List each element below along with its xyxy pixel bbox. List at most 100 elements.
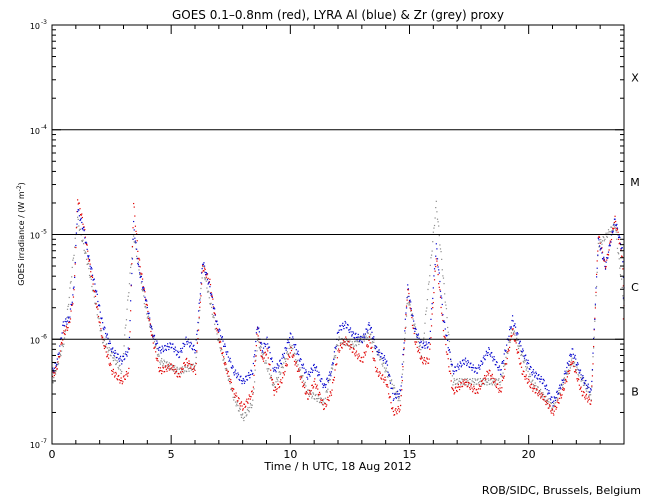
data-point: [596, 267, 598, 269]
data-point: [495, 364, 497, 366]
data-point: [348, 329, 350, 331]
data-point: [62, 345, 64, 348]
data-point: [129, 320, 131, 322]
data-point: [64, 320, 66, 323]
data-point: [594, 305, 596, 307]
data-point: [251, 404, 253, 406]
data-point: [591, 385, 593, 387]
data-point: [423, 337, 425, 339]
data-point: [223, 356, 225, 358]
data-point: [371, 346, 373, 348]
data-point: [451, 364, 453, 366]
data-point: [215, 327, 218, 330]
data-point: [405, 315, 408, 317]
data-point: [62, 339, 64, 341]
data-point: [116, 356, 118, 359]
data-point: [357, 341, 359, 343]
data-point: [587, 385, 589, 387]
data-point: [162, 364, 164, 367]
data-point: [242, 413, 244, 415]
data-point: [392, 387, 395, 389]
data-point: [464, 384, 466, 386]
data-point: [193, 366, 196, 368]
data-point: [592, 363, 594, 365]
data-point: [463, 362, 465, 365]
data-point: [395, 394, 397, 396]
data-point: [103, 329, 105, 331]
data-point: [598, 245, 601, 247]
data-point: [299, 378, 302, 380]
data-point: [404, 332, 406, 334]
data-point: [288, 347, 290, 350]
data-point: [187, 365, 189, 367]
data-point: [519, 345, 521, 347]
data-point: [395, 411, 397, 413]
data-point: [615, 229, 617, 231]
data-point: [495, 386, 498, 389]
data-point: [485, 378, 487, 380]
data-point: [203, 277, 206, 279]
data-point: [121, 360, 123, 362]
data-point: [373, 359, 375, 361]
data-point: [233, 374, 235, 376]
data-point: [300, 358, 302, 361]
data-point: [432, 306, 434, 309]
data-point: [276, 388, 278, 390]
data-point: [376, 346, 378, 348]
data-point: [161, 361, 163, 363]
data-point: [369, 342, 371, 344]
y-tick-label: 10: [30, 127, 40, 136]
data-point: [98, 318, 100, 320]
data-point: [203, 262, 205, 264]
data-point: [447, 347, 449, 349]
data-point: [128, 283, 131, 285]
data-point: [343, 324, 346, 326]
data-point: [550, 399, 552, 401]
data-point: [207, 277, 209, 280]
data-point: [553, 410, 555, 412]
data-point: [222, 340, 224, 342]
data-point: [239, 405, 241, 407]
data-point: [595, 291, 597, 293]
data-point: [150, 330, 152, 333]
data-point: [458, 380, 460, 382]
data-point: [395, 396, 397, 399]
data-point: [467, 359, 469, 362]
data-point: [429, 337, 431, 340]
data-point: [214, 323, 216, 325]
data-point: [147, 317, 150, 320]
data-point: [422, 347, 424, 349]
data-point: [177, 350, 179, 352]
data-point: [324, 386, 327, 388]
data-point: [575, 363, 577, 366]
data-point: [217, 329, 219, 331]
data-point: [479, 385, 481, 387]
data-point: [474, 378, 476, 380]
data-point: [125, 354, 128, 356]
data-point: [330, 394, 333, 396]
data-point: [454, 392, 456, 394]
data-point: [370, 327, 372, 329]
data-point: [246, 401, 249, 403]
data-point: [149, 323, 151, 325]
data-point: [65, 321, 67, 323]
data-point: [563, 388, 566, 390]
data-point: [99, 322, 101, 324]
data-point: [272, 367, 274, 369]
data-point: [585, 379, 587, 382]
data-point: [238, 410, 240, 412]
data-point: [538, 378, 540, 380]
data-point: [275, 371, 277, 373]
data-point: [616, 238, 618, 240]
data-point: [368, 339, 370, 341]
data-point: [420, 348, 422, 351]
data-point: [470, 385, 472, 387]
data-point: [375, 371, 377, 373]
data-point: [413, 327, 415, 330]
data-point: [609, 240, 611, 242]
data-point: [278, 387, 280, 389]
data-point: [580, 380, 582, 382]
data-point: [499, 384, 501, 386]
data-point: [234, 396, 236, 398]
data-point: [511, 335, 513, 337]
